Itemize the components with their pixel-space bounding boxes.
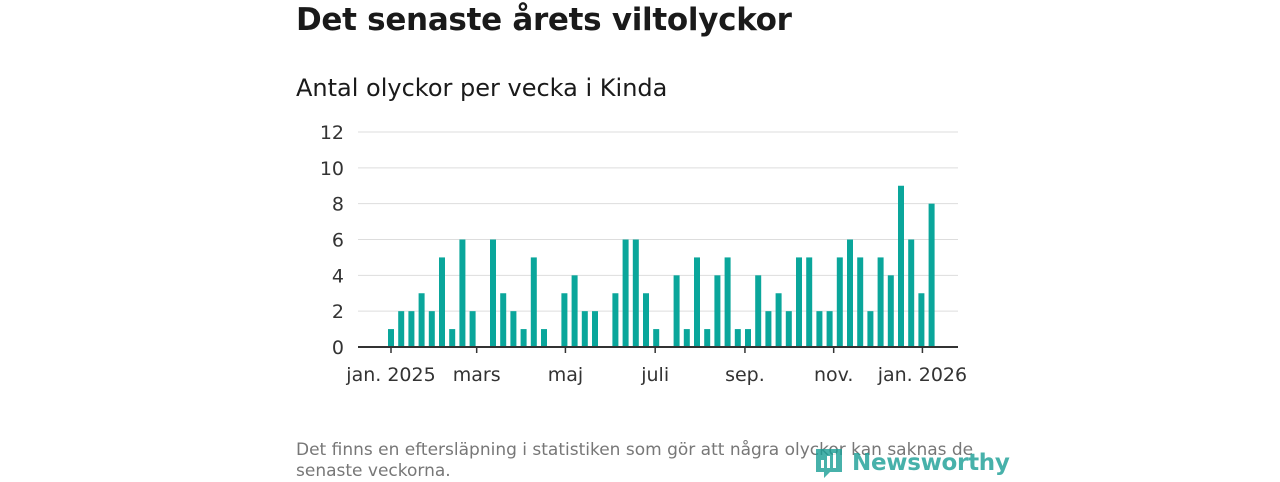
x-tick-label: nov. (814, 364, 853, 386)
y-tick-label: 6 (332, 230, 344, 252)
bar (898, 185, 904, 347)
x-tick-label: juli (640, 364, 669, 386)
bar (592, 311, 598, 347)
bar (561, 293, 568, 347)
bar (622, 239, 629, 347)
bar (541, 329, 547, 347)
newsworthy-logo-icon (816, 449, 842, 478)
brand-name: Newsworthy (852, 450, 1010, 476)
bar (785, 311, 792, 347)
bar (734, 329, 741, 347)
bar (673, 275, 680, 347)
bar (908, 239, 915, 347)
bar (500, 293, 507, 347)
footnote: Det finns en eftersläpning i statistiken… (296, 440, 974, 481)
bar (571, 275, 578, 347)
bar (694, 257, 700, 347)
bar (847, 239, 853, 347)
chart-subtitle: Antal olyckor per vecka i Kinda (296, 74, 668, 102)
bar (836, 257, 843, 347)
y-tick-label: 2 (332, 301, 344, 323)
bar (612, 293, 619, 347)
bar (530, 257, 537, 347)
bar (857, 257, 864, 347)
bar (724, 257, 731, 347)
bar (683, 329, 690, 347)
bar (388, 329, 394, 347)
y-axis-ticks: 0 2 4 6 8 10 12 (320, 122, 344, 359)
y-tick-label: 12 (320, 122, 344, 144)
y-tick-label: 4 (332, 265, 344, 287)
bar (439, 257, 445, 347)
bar (428, 311, 435, 347)
bar (469, 311, 476, 347)
bar (581, 311, 588, 347)
bar (796, 257, 802, 347)
bar (408, 311, 415, 347)
y-tick-label: 8 (332, 194, 344, 216)
x-tick-label: sep. (725, 364, 765, 386)
y-tick-label: 10 (320, 158, 344, 180)
bars (388, 185, 935, 347)
bar (490, 239, 496, 347)
bar (714, 275, 721, 347)
bar (398, 311, 405, 347)
bar (826, 311, 833, 347)
bar (775, 293, 782, 347)
bar (867, 311, 874, 347)
bar (877, 257, 884, 347)
brand-logo: Newsworthy (814, 446, 1010, 480)
bar (520, 329, 527, 347)
bar (632, 239, 639, 347)
y-tick-label: 0 (332, 337, 344, 359)
x-axis-ticks: jan. 2025 mars maj juli sep. nov. jan. 2026 (345, 347, 967, 386)
bar (765, 311, 772, 347)
gridlines (358, 131, 958, 312)
x-tick-label: mars (453, 364, 501, 386)
bar (755, 275, 762, 347)
bar (459, 239, 466, 347)
bar (510, 311, 517, 347)
bar (887, 275, 894, 347)
bar (643, 293, 649, 347)
bar (928, 203, 935, 347)
bar (745, 329, 751, 347)
chart-title: Det senaste årets viltolyckor (296, 2, 792, 38)
x-tick-label: jan. 2026 (877, 364, 967, 386)
x-tick-label: jan. 2025 (345, 364, 435, 386)
bar (704, 329, 711, 347)
bar (918, 293, 925, 347)
x-tick-label: maj (548, 364, 583, 386)
bar (653, 329, 660, 347)
bar (806, 257, 813, 347)
bar (418, 293, 425, 347)
bar (816, 311, 823, 347)
bar (449, 329, 456, 347)
